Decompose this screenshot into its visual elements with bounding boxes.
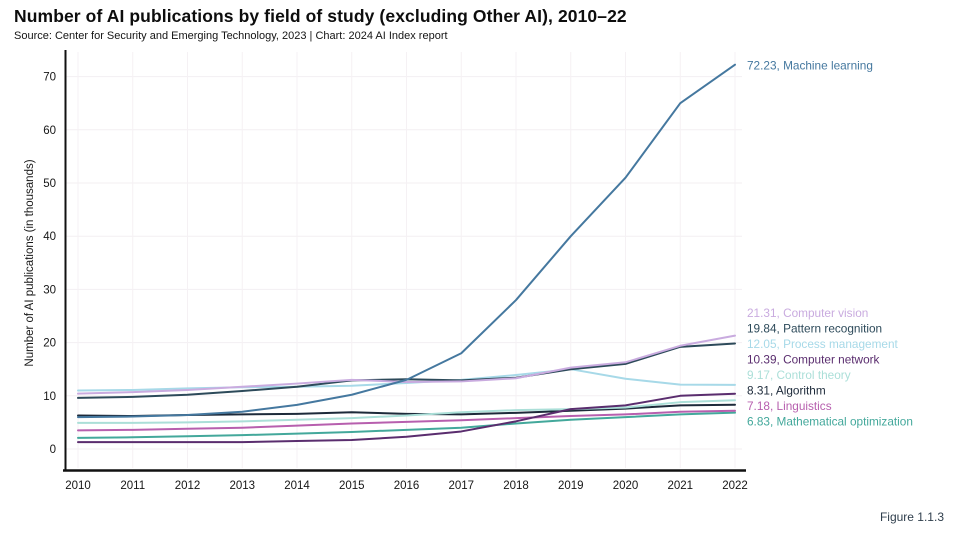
series-end-label-mathematical-optimization: 6.83, Mathematical optimization	[747, 415, 913, 429]
series-end-label-algorithm: 8.31, Algorithm	[747, 384, 826, 398]
series-end-label-linguistics: 7.18, Linguistics	[747, 399, 832, 413]
y-tick-label: 40	[43, 231, 56, 243]
axis-layer: 0 10 20 30 40 50 60 70 2010 2011 2012 2013 2014 2015 2…	[43, 50, 748, 492]
x-tick-label: 2022	[722, 480, 748, 492]
x-tick-label: 2011	[120, 480, 145, 492]
y-tick-label: 70	[43, 72, 56, 84]
x-tick-label: 2012	[175, 480, 201, 492]
x-tick-label: 2019	[558, 480, 584, 492]
x-tick-label: 2010	[65, 480, 91, 492]
series-line-mathematical-optimization	[77, 411, 736, 439]
y-axis-title: Number of AI publications (in thousands)	[24, 159, 36, 366]
series-end-label-process-management: 12.05, Process management	[747, 337, 899, 351]
chart-source: Source: Center for Security and Emerging…	[14, 30, 448, 42]
x-tick-label: 2018	[503, 480, 529, 492]
series-end-label-computer-network: 10.39, Computer network	[747, 353, 880, 367]
x-tick-label: 2017	[448, 480, 474, 492]
grid-layer	[66, 52, 742, 468]
x-tick-label: 2020	[613, 480, 639, 492]
series-line-linguistics	[77, 409, 736, 432]
series-line-control-theory	[77, 399, 736, 424]
series-line-machine-learning	[77, 63, 736, 419]
series-line-process-management	[77, 368, 736, 392]
series-end-label-pattern-recognition: 19.84, Pattern recognition	[747, 322, 882, 336]
y-tick-label: 20	[43, 338, 56, 350]
y-tick-label: 50	[43, 178, 56, 190]
y-tick-label: 0	[50, 444, 56, 456]
y-tick-label: 60	[43, 125, 56, 137]
series-end-label-machine-learning: 72.23, Machine learning	[747, 59, 873, 73]
y-tick-label: 30	[43, 284, 56, 296]
series-line-computer-network	[77, 392, 736, 444]
x-tick-label: 2015	[339, 480, 365, 492]
x-tick-label: 2016	[394, 480, 420, 492]
end-label-layer: 72.23, Machine learning 21.31, Computer v…	[747, 59, 913, 429]
series-end-label-control-theory: 9.17, Control theory	[747, 368, 851, 382]
x-tick-label: 2021	[667, 480, 693, 492]
series-layer	[77, 63, 736, 444]
x-tick-label: 2014	[284, 480, 310, 492]
y-tick-label: 10	[43, 391, 56, 403]
chart-header: Number of AI publications by field of st…	[14, 6, 627, 42]
series-end-label-computer-vision: 21.31, Computer vision	[747, 306, 868, 320]
figure-label: Figure 1.1.3	[879, 510, 944, 524]
x-tick-label: 2013	[229, 480, 255, 492]
chart-title: Number of AI publications by field of st…	[14, 6, 627, 26]
series-line-computer-vision	[77, 334, 736, 395]
